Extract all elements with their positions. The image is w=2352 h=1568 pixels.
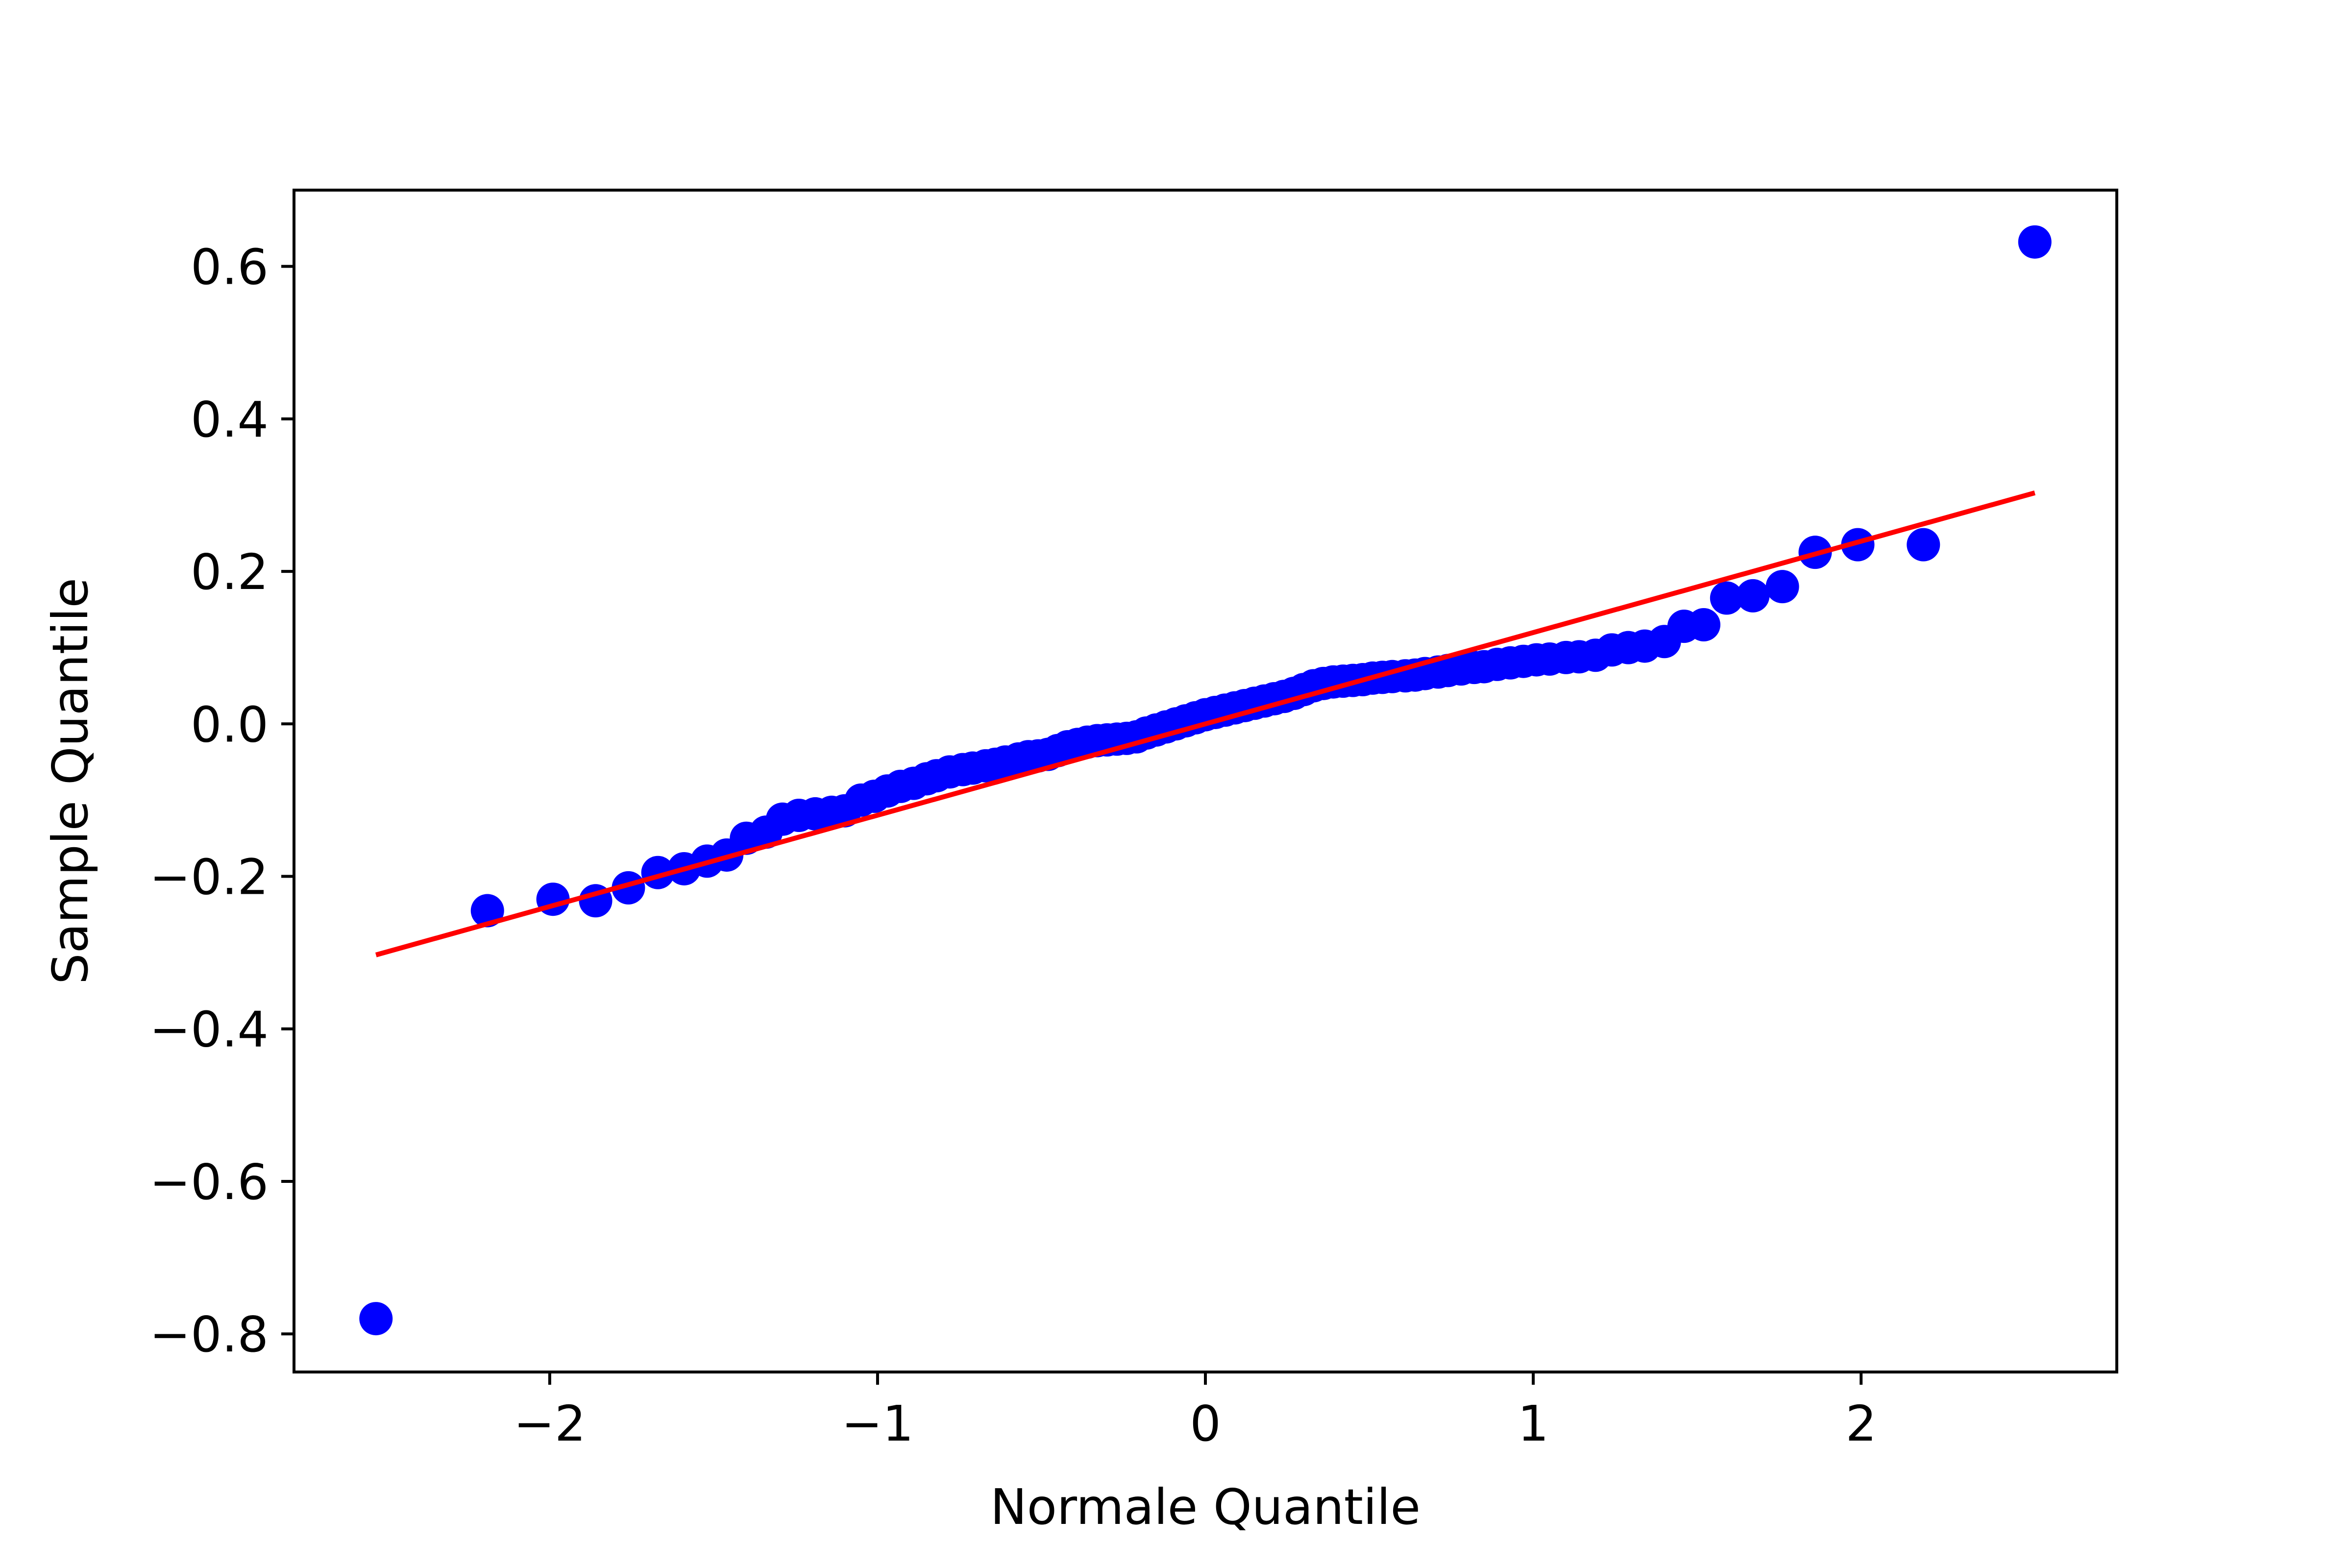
y-tick-label: −0.6	[149, 1153, 269, 1211]
x-tick-label: 2	[1845, 1395, 1877, 1452]
y-tick-label: 0.2	[191, 543, 269, 601]
y-tick-label: 0.6	[191, 239, 269, 296]
y-tick-label: 0.4	[191, 391, 269, 448]
data-point	[1710, 581, 1743, 615]
y-tick-label: −0.2	[149, 849, 269, 906]
data-point	[612, 871, 645, 905]
x-tick-label: 1	[1518, 1395, 1549, 1452]
x-axis-ticks: −2 −1 0 1 2	[514, 1372, 1877, 1452]
data-point	[1687, 608, 1720, 641]
data-point	[1765, 570, 1799, 604]
y-axis-label: Sample Quantile	[42, 578, 99, 984]
reference-line	[375, 490, 2036, 957]
data-point	[1907, 528, 1940, 562]
y-axis-ticks: −0.8 −0.6 −0.4 −0.2 0.0 0.2 0.4 0.6	[149, 239, 294, 1363]
data-point	[1736, 579, 1770, 612]
y-tick-label: −0.4	[149, 1001, 269, 1058]
plot-area	[294, 190, 2117, 1372]
x-tick-label: −1	[841, 1395, 913, 1452]
y-tick-label: 0.0	[191, 696, 269, 753]
data-point	[359, 1302, 393, 1336]
reference-line-layer	[375, 490, 2036, 957]
x-tick-label: −2	[514, 1395, 586, 1452]
data-point	[2018, 225, 2052, 259]
x-tick-label: 0	[1190, 1395, 1221, 1452]
y-tick-label: −0.8	[149, 1306, 269, 1363]
x-axis-label: Normale Quantile	[990, 1478, 1421, 1536]
